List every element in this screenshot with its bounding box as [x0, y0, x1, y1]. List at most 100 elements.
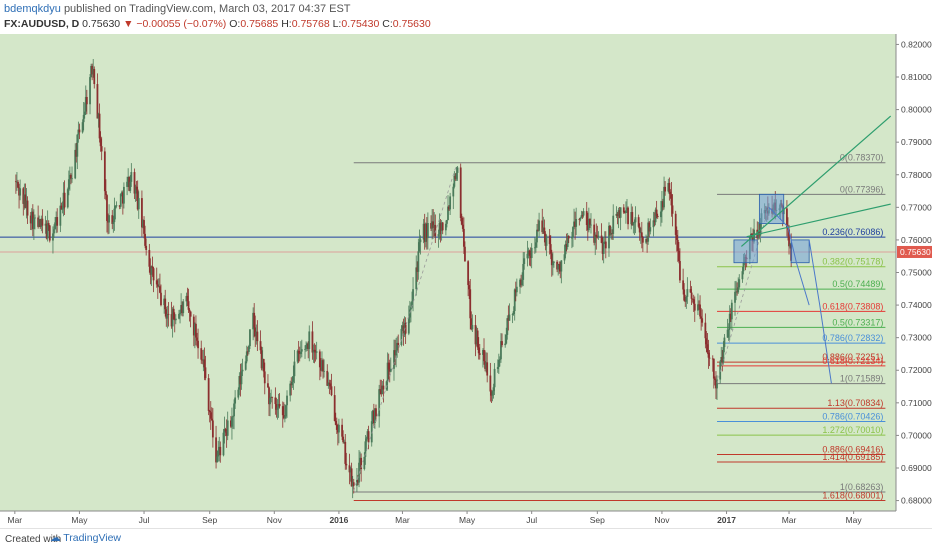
- candle-body-2: [17, 181, 19, 188]
- candle-body-118: [188, 309, 191, 312]
- candle-body-293: [448, 206, 450, 210]
- time-axis[interactable]: Mar May Jul Sep Nov 2016 Mar May Jul Sep Nov 2017 Ma…: [0, 510, 896, 525]
- candle-body-457: [691, 298, 694, 300]
- candle-body-173: [270, 396, 273, 398]
- symbol-label[interactable]: FX:AUDUSD, D: [4, 18, 80, 30]
- candle-body-25: [52, 233, 54, 241]
- price-axis[interactable]: 0.82000 0.81000 0.80000 0.79000 0.78000 0.770…: [895, 34, 932, 511]
- candle-body-134: [211, 420, 214, 438]
- x-tick-label-10: Nov: [654, 515, 670, 525]
- candle-body-224: [345, 463, 348, 466]
- candle-body-93: [151, 266, 154, 269]
- candle-body-430: [652, 220, 655, 228]
- publish-info: bdemqkdyu published on TradingView.com, …: [4, 3, 351, 15]
- y-tick-label-1: 0.81000: [901, 72, 932, 82]
- candle-body-85: [141, 198, 143, 228]
- candle-body-357: [543, 227, 546, 234]
- candle-body-86: [142, 220, 144, 228]
- candle-body-290: [444, 223, 447, 231]
- x-tick-label-4: Nov: [267, 515, 283, 525]
- candle-body-453: [685, 296, 688, 302]
- chart-header: bdemqkdyu published on TradingView.com, …: [0, 0, 932, 34]
- candle-body-474: [716, 379, 718, 389]
- last-price: 0.75630: [82, 18, 121, 30]
- candle-body-478: [722, 347, 725, 363]
- candle-body-445: [674, 213, 677, 235]
- candle-body-412: [625, 210, 627, 213]
- candle-body-433: [655, 209, 658, 216]
- candle-body-245: [378, 389, 381, 417]
- candle-body-212: [328, 382, 331, 384]
- drawings: [353, 115, 892, 491]
- candle-body-79: [130, 172, 133, 182]
- candle-body-400: [608, 225, 610, 249]
- close-label: C:: [382, 18, 393, 30]
- y-tick-label-4: 0.78000: [901, 170, 932, 180]
- candle-body-131: [208, 410, 211, 413]
- candle-body-96: [156, 284, 159, 287]
- candle-body-427: [647, 222, 650, 242]
- candle-body-227: [350, 468, 353, 487]
- candle-body-262: [402, 325, 405, 335]
- candle-body-37: [69, 174, 71, 180]
- fib1-label-0: 0(0.78370): [840, 153, 884, 163]
- candle-body-73: [121, 192, 124, 204]
- candle-body-152: [239, 375, 242, 385]
- candle-body-47: [83, 111, 86, 115]
- candle-body-121: [193, 323, 196, 336]
- candle-body-463: [700, 316, 703, 319]
- x-tick-label-3: Sep: [202, 515, 217, 525]
- candle-body-102: [165, 309, 168, 319]
- candle-body-165: [259, 341, 262, 351]
- price-chart[interactable]: 0(0.78370) 1(0.68263)1.618(0.68001) 0(0.77…: [0, 34, 932, 528]
- candle-body-311: [475, 330, 478, 345]
- candle-body-280: [430, 223, 432, 229]
- fib2-label-3: 0.5(0.74489): [832, 279, 883, 289]
- candle-body-292: [447, 206, 449, 221]
- tradingview-logo[interactable]: ☁ TradingView: [50, 532, 121, 544]
- candle-body-353: [537, 229, 539, 231]
- x-tick-label-12: Mar: [782, 515, 797, 525]
- candle-body-41: [75, 149, 78, 157]
- candle-body-314: [478, 353, 481, 355]
- candle-body-21: [45, 223, 48, 239]
- candle-body-384: [582, 211, 585, 216]
- chart-footer: Created with ☁ TradingView: [0, 528, 932, 551]
- candle-body-423: [640, 232, 643, 238]
- candle-body-45: [81, 122, 84, 133]
- plot-area[interactable]: [0, 34, 896, 511]
- fib2-label-1: 0.236(0.76086): [822, 227, 883, 237]
- x-tick-label-2: Jul: [139, 515, 150, 525]
- candle-body-249: [382, 385, 385, 390]
- candle-body-130: [207, 378, 210, 411]
- candle-body-253: [388, 369, 391, 372]
- fib1-connector: [353, 164, 457, 491]
- candle-body-189: [293, 361, 296, 377]
- candle-body-187: [291, 381, 294, 386]
- candle-body-163: [255, 331, 258, 337]
- candle-body-335: [511, 314, 514, 315]
- candle-body-398: [603, 241, 606, 243]
- candle-body-389: [590, 224, 592, 226]
- candle-body-237: [365, 438, 368, 442]
- candle-body-195: [304, 348, 306, 350]
- author-link[interactable]: bdemqkdyu: [4, 3, 61, 15]
- candle-body-452: [684, 300, 687, 302]
- candle-body-46: [82, 114, 85, 123]
- candle-body-501: [757, 232, 760, 239]
- candle-body-419: [634, 217, 637, 223]
- candle-body-114: [182, 301, 185, 314]
- candle-body-181: [282, 415, 285, 419]
- candle-body-417: [632, 222, 635, 226]
- candle-body-345: [526, 253, 529, 259]
- candle-body-184: [286, 395, 288, 406]
- candle-body-5: [22, 188, 25, 204]
- candle-body-395: [600, 235, 603, 243]
- fib2-label-5: 0.5(0.73317): [832, 317, 883, 327]
- candle-body-481: [727, 329, 730, 331]
- candle-body-300: [459, 167, 462, 218]
- candle-body-310: [474, 324, 477, 345]
- candle-body-394: [597, 235, 600, 238]
- candle-body-27: [54, 222, 56, 230]
- y-tick-label-0: 0.82000: [901, 39, 932, 49]
